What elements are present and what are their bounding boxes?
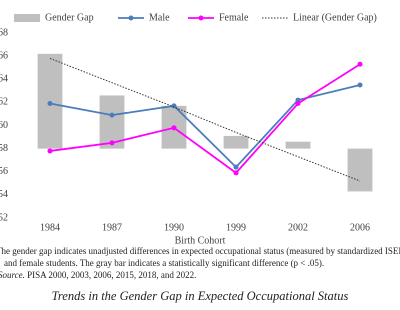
series-marker (47, 148, 53, 154)
series-line (49, 63, 361, 175)
y-tick-label: 60 (0, 120, 8, 131)
legend-label: Female (219, 12, 249, 23)
legend-label: Male (149, 12, 170, 23)
series-marker (171, 125, 177, 131)
source-label: Source. (0, 270, 25, 280)
gap-bar (223, 135, 249, 149)
x-tick-label: 1984 (40, 222, 60, 233)
gap-bar (285, 141, 311, 149)
y-tick-label: 52 (0, 212, 8, 223)
trend-line (49, 57, 361, 182)
x-tick-label: 2002 (288, 222, 308, 233)
series-marker (357, 82, 363, 88)
series-marker (109, 140, 115, 146)
legend-label: Gender Gap (45, 12, 94, 23)
series-marker (233, 170, 239, 176)
series-marker (357, 61, 363, 67)
legend-swatch (128, 15, 134, 21)
series-marker (233, 164, 239, 170)
legend-swatch (14, 14, 40, 22)
series-marker (295, 97, 301, 103)
source-note: Source. PISA 2000, 2003, 2006, 2015, 201… (0, 270, 196, 280)
note-line: and female students. The gray bar indica… (4, 258, 324, 268)
y-tick-label: 66 (0, 50, 8, 61)
x-tick-label: 1999 (226, 222, 246, 233)
source-text: PISA 2000, 2003, 2006, 2015, 2018, and 2… (27, 270, 196, 280)
x-tick-label: 1987 (102, 222, 122, 233)
y-tick-label: 68 (0, 27, 8, 38)
gap-bar (347, 148, 373, 192)
series-line (49, 84, 361, 169)
y-tick-label: 54 (0, 189, 8, 200)
series-marker (109, 112, 115, 118)
y-tick-label: 56 (0, 166, 8, 177)
x-tick-label: 1990 (164, 222, 184, 233)
series-marker (295, 101, 301, 107)
x-tick-label: 2006 (350, 222, 370, 233)
x-axis-title: Birth Cohort (175, 235, 226, 246)
series-marker (171, 103, 177, 109)
series-marker (47, 101, 53, 107)
gap-bar (99, 95, 125, 149)
y-tick-label: 58 (0, 143, 8, 154)
note-line: The gender gap indicates unadjusted diff… (0, 246, 400, 256)
legend-swatch (198, 15, 204, 21)
y-tick-label: 62 (0, 97, 8, 108)
y-tick-label: 64 (0, 74, 8, 85)
caption: Trends in the Gender Gap in Expected Occ… (52, 289, 349, 303)
legend-label: Linear (Gender Gap) (293, 12, 377, 23)
